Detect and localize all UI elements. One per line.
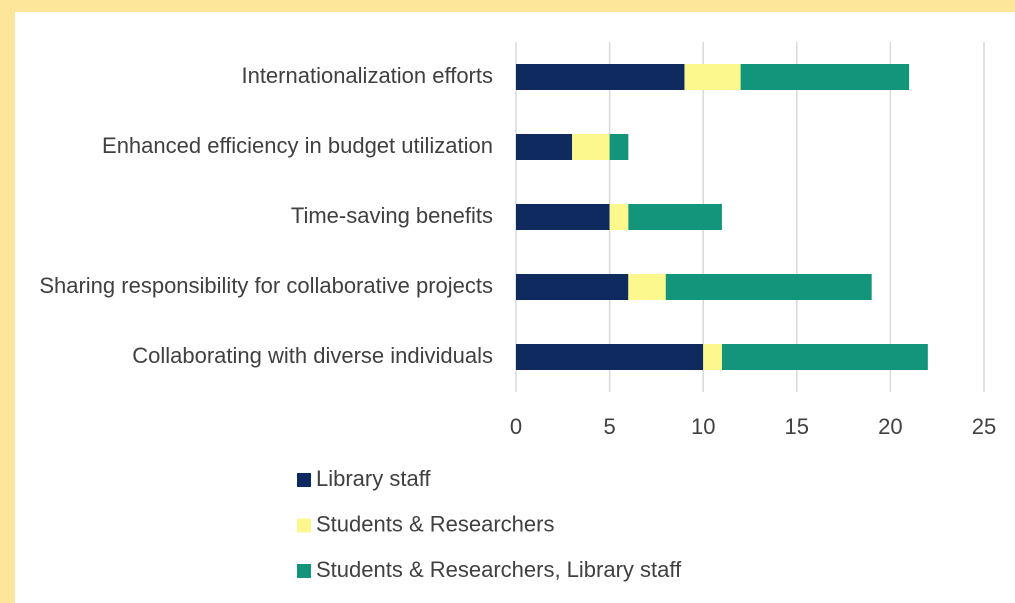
legend-swatch — [297, 473, 311, 487]
legend-swatch — [297, 518, 311, 533]
plot-panel — [15, 12, 1015, 603]
legend-label: Students & Researchers, Library staff — [316, 557, 682, 582]
bar-segment — [516, 134, 573, 160]
bar-segment — [516, 204, 610, 230]
bar-segment — [572, 134, 610, 160]
bar-segment — [516, 64, 685, 90]
bar-segment — [516, 274, 629, 300]
x-tick-label: 25 — [972, 414, 996, 439]
legend-label: Students & Researchers — [316, 511, 554, 536]
bar-segment — [684, 64, 741, 90]
bar-segment — [665, 274, 872, 300]
x-tick-label: 0 — [510, 414, 522, 439]
category-label: Sharing responsibility for collaborative… — [39, 273, 493, 298]
bar-segment — [609, 204, 629, 230]
x-tick-label: 15 — [785, 414, 809, 439]
category-label: Collaborating with diverse individuals — [132, 343, 493, 368]
bar-segment — [628, 274, 666, 300]
legend-label: Library staff — [316, 466, 431, 491]
bar-segment — [609, 134, 629, 160]
bar-segment — [628, 204, 722, 230]
category-label: Enhanced efficiency in budget utilizatio… — [102, 133, 493, 158]
bar-segment — [516, 344, 704, 370]
bar-segment — [703, 344, 722, 370]
category-label: Time-saving benefits — [291, 203, 493, 228]
bar-segment — [721, 344, 928, 370]
bar-segment — [740, 64, 910, 90]
legend-swatch — [297, 564, 311, 578]
x-tick-label: 20 — [878, 414, 902, 439]
category-label: Internationalization efforts — [241, 63, 493, 88]
x-tick-label: 10 — [691, 414, 715, 439]
x-tick-label: 5 — [603, 414, 615, 439]
